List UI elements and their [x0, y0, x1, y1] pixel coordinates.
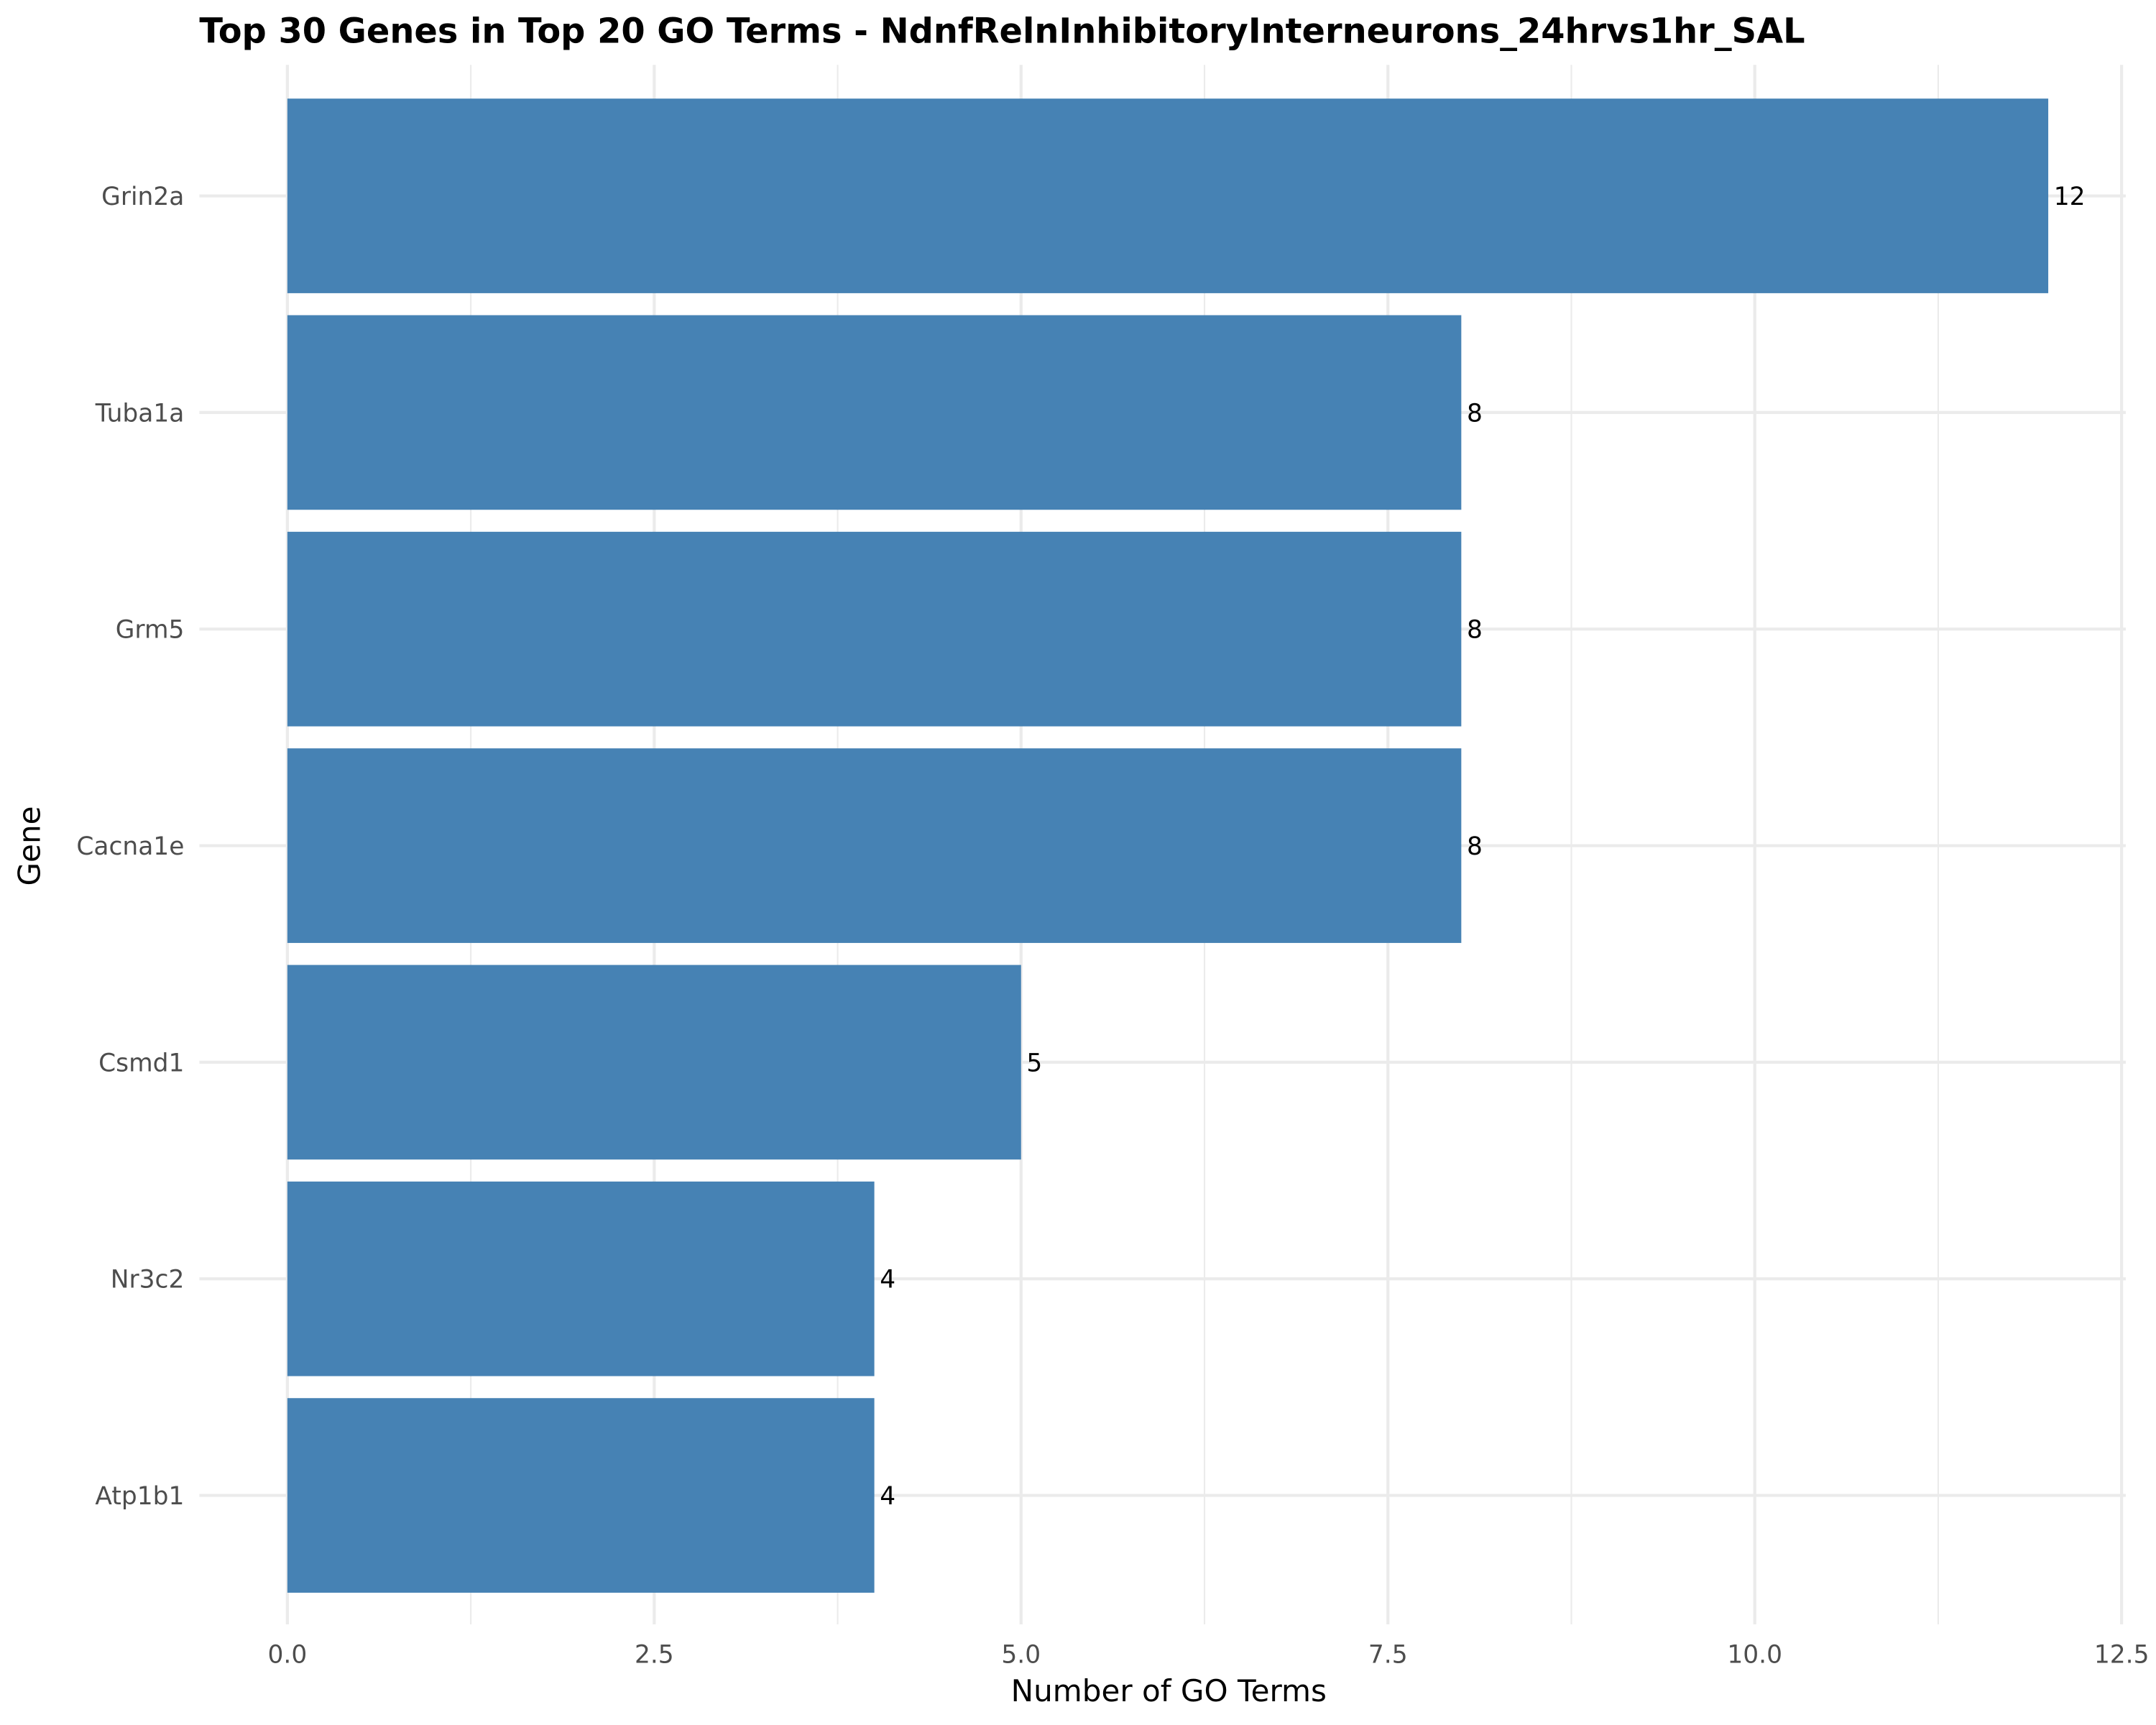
y-tick-label: Grin2a — [101, 183, 184, 211]
data-label: 5 — [1026, 1049, 1042, 1077]
x-tick-label: 10.0 — [1727, 1641, 1782, 1670]
x-tick-label: 2.5 — [635, 1641, 674, 1670]
chart-title: Top 30 Genes in Top 20 GO Terms - NdnfRe… — [199, 12, 1805, 52]
bar-csmd1 — [287, 965, 1021, 1160]
y-axis-ticks: Grin2a Tuba1a Grm5 Cacna1e Csmd1 Nr3c2 Atp1b1 — [76, 183, 184, 1511]
data-label: 4 — [880, 1482, 895, 1511]
bar-atp1b1 — [287, 1398, 875, 1593]
y-tick-label: Atp1b1 — [95, 1482, 184, 1511]
x-tick-label: 7.5 — [1368, 1641, 1408, 1670]
y-axis-label: Gene — [11, 806, 47, 886]
bar-tuba1a — [287, 315, 1462, 510]
x-tick-label: 5.0 — [1001, 1641, 1041, 1670]
x-tick-label: 0.0 — [267, 1641, 307, 1670]
x-axis-ticks: 0.0 2.5 5.0 7.5 10.0 12.5 — [267, 1641, 2149, 1670]
x-tick-label: 12.5 — [2094, 1641, 2150, 1670]
data-labels: 12 8 8 8 5 4 4 — [880, 183, 2085, 1511]
y-tick-label: Cacna1e — [76, 832, 184, 861]
bars — [287, 98, 2049, 1593]
bar-cacna1e — [287, 748, 1462, 943]
data-label: 12 — [2054, 183, 2086, 211]
y-tick-label: Tuba1a — [95, 399, 185, 428]
y-tick-label: Csmd1 — [98, 1049, 184, 1077]
bar-grm5 — [287, 531, 1462, 727]
data-label: 8 — [1467, 832, 1483, 861]
bar-grin2a — [287, 98, 2049, 293]
y-tick-label: Grm5 — [116, 616, 185, 645]
y-tick-label: Nr3c2 — [111, 1266, 185, 1294]
data-label: 4 — [880, 1266, 895, 1294]
x-axis-label: Number of GO Terms — [1011, 1673, 1327, 1708]
data-label: 8 — [1467, 616, 1483, 645]
bar-nr3c2 — [287, 1181, 875, 1376]
data-label: 8 — [1467, 399, 1483, 428]
